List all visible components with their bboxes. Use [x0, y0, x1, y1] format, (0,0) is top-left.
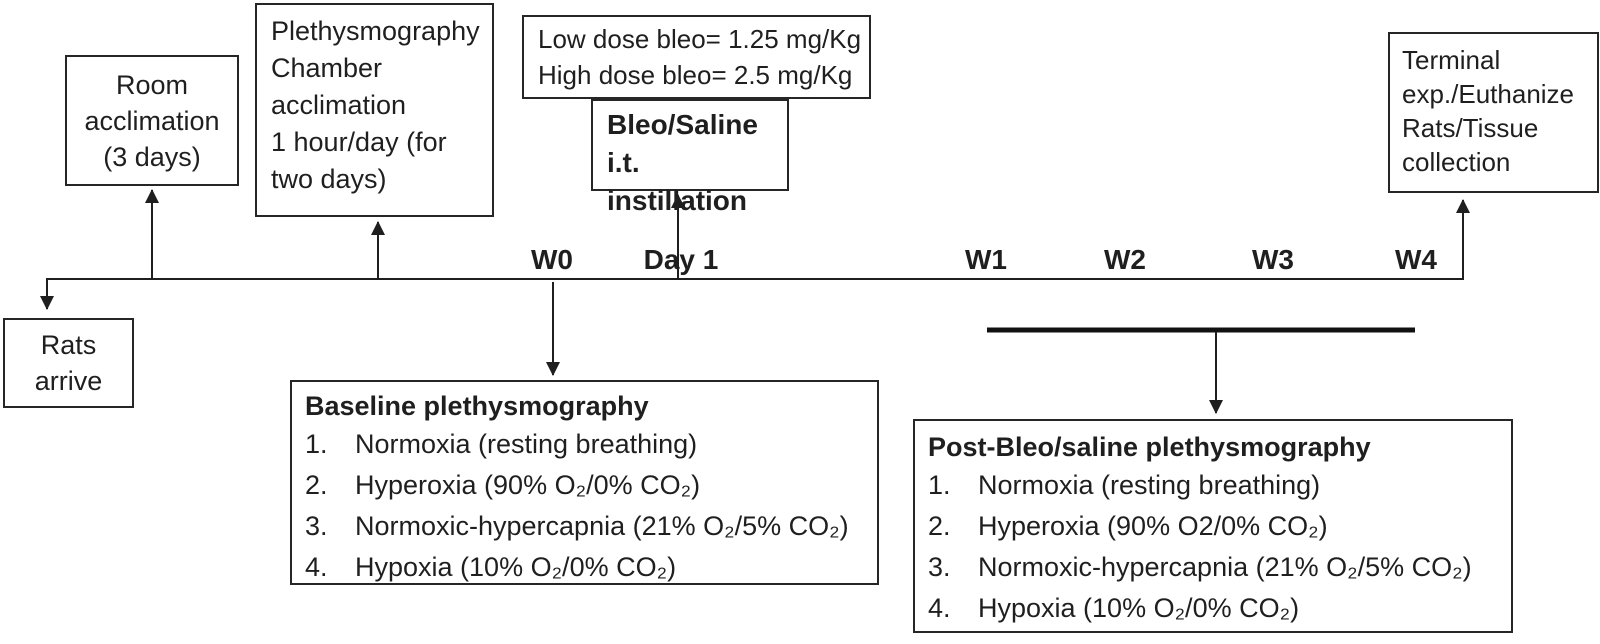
bleo-saline-instillation-box: Bleo/Saline i.t. instillation	[591, 99, 789, 216]
list-item-number: 1.	[305, 429, 328, 459]
list-item-text: Hypoxia (10% O₂/0% CO₂)	[978, 593, 1300, 623]
baseline-plethysmography-panel: Baseline plethysmography 1. Normoxia (re…	[290, 380, 879, 585]
timeline-label-w4: W4	[1395, 244, 1437, 275]
list-item-number: 1.	[928, 470, 951, 500]
post-bleo-plethysmography-panel: Post-Bleo/saline plethysmography 1. Norm…	[913, 419, 1513, 633]
chamber-acclimation-box: Plethysmography Chamber acclimation 1 ho…	[255, 3, 494, 217]
list-item-number: 2.	[305, 470, 328, 500]
list-item-number: 3.	[305, 511, 328, 541]
terminal-experiment-box: Terminal exp./Euthanize Rats/Tissue coll…	[1388, 32, 1599, 193]
list-item-text: Hypoxia (10% O₂/0% CO₂)	[355, 552, 677, 582]
baseline-panel-title: Baseline plethysmography	[305, 391, 649, 421]
list-item-text: Normoxic-hypercapnia (21% O₂/5% CO₂)	[355, 511, 849, 541]
list-item-number: 3.	[928, 552, 951, 582]
post-panel-title: Post-Bleo/saline plethysmography	[928, 432, 1371, 462]
list-item-number: 4.	[305, 552, 328, 582]
timeline-label-day1: Day 1	[643, 244, 719, 275]
list-item-text: Hyperoxia (90% O2/0% CO₂)	[978, 511, 1328, 541]
list-item-text: Hyperoxia (90% O₂/0% CO₂)	[355, 470, 701, 500]
timeline-label-w2: W2	[1104, 244, 1146, 275]
dose-note-box: Low dose bleo= 1.25 mg/Kg High dose bleo…	[522, 15, 871, 99]
list-item-text: Normoxia (resting breathing)	[978, 470, 1321, 500]
list-item: 3. Normoxic-hypercapnia (21% O₂/5% CO₂)	[305, 506, 877, 547]
timeline-label-w1: W1	[965, 244, 1007, 275]
timeline-label-w0: W0	[531, 244, 573, 275]
list-item: 3. Normoxic-hypercapnia (21% O₂/5% CO₂)	[928, 547, 1511, 588]
list-item: 4. Hypoxia (10% O₂/0% CO₂)	[305, 547, 877, 583]
list-item: 2. Hyperoxia (90% O2/0% CO₂)	[928, 506, 1511, 547]
rats-arrive-box: Rats arrive	[3, 318, 134, 408]
room-acclimation-box: Room acclimation (3 days)	[65, 55, 239, 186]
list-item-number: 2.	[928, 511, 951, 541]
list-item-text: Normoxia (resting breathing)	[355, 429, 698, 459]
list-item: 1. Normoxia (resting breathing)	[305, 424, 877, 465]
list-item: 2. Hyperoxia (90% O₂/0% CO₂)	[305, 465, 877, 506]
timeline-label-w3: W3	[1252, 244, 1294, 275]
list-item: 1. Normoxia (resting breathing)	[928, 465, 1511, 506]
list-item-text: Normoxic-hypercapnia (21% O₂/5% CO₂)	[978, 552, 1472, 582]
list-item-number: 4.	[928, 593, 951, 623]
list-item: 4. Hypoxia (10% O₂/0% CO₂)	[928, 588, 1511, 629]
